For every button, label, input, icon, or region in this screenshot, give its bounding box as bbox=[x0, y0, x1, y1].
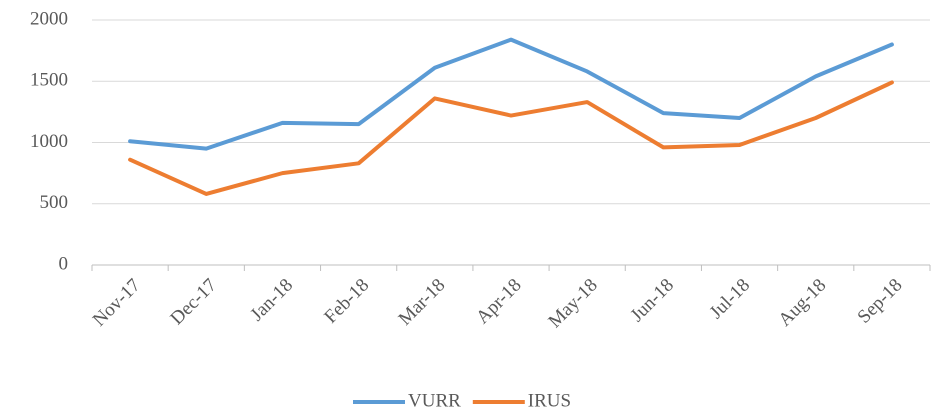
y-tick-label: 500 bbox=[40, 192, 69, 213]
y-tick-label: 2000 bbox=[30, 8, 68, 29]
series-line bbox=[128, 80, 894, 196]
y-tick-label: 0 bbox=[59, 253, 69, 274]
x-tick-label: Feb-18 bbox=[320, 275, 373, 328]
x-tick-label: Aug-18 bbox=[774, 275, 830, 331]
legend: VURR IRUS bbox=[353, 390, 571, 411]
x-tick-label: Jul-18 bbox=[706, 275, 754, 323]
y-tick-label: 1500 bbox=[30, 70, 68, 91]
x-tick-label: Nov-17 bbox=[89, 275, 145, 331]
x-tick-label: Jan-18 bbox=[246, 275, 297, 326]
x-tick-label: Jun-18 bbox=[627, 275, 678, 326]
legend-label: IRUS bbox=[528, 390, 571, 411]
x-tick-label: May-18 bbox=[544, 275, 601, 332]
x-tick-label: Dec-17 bbox=[166, 275, 220, 329]
x-tick-label: Sep-18 bbox=[854, 275, 907, 328]
series-line bbox=[128, 37, 894, 151]
x-tick-label: Apr-18 bbox=[472, 275, 525, 328]
y-tick-label: 1000 bbox=[30, 131, 68, 152]
legend-label: VURR bbox=[408, 390, 461, 411]
x-tick-label: Mar-18 bbox=[395, 275, 450, 330]
